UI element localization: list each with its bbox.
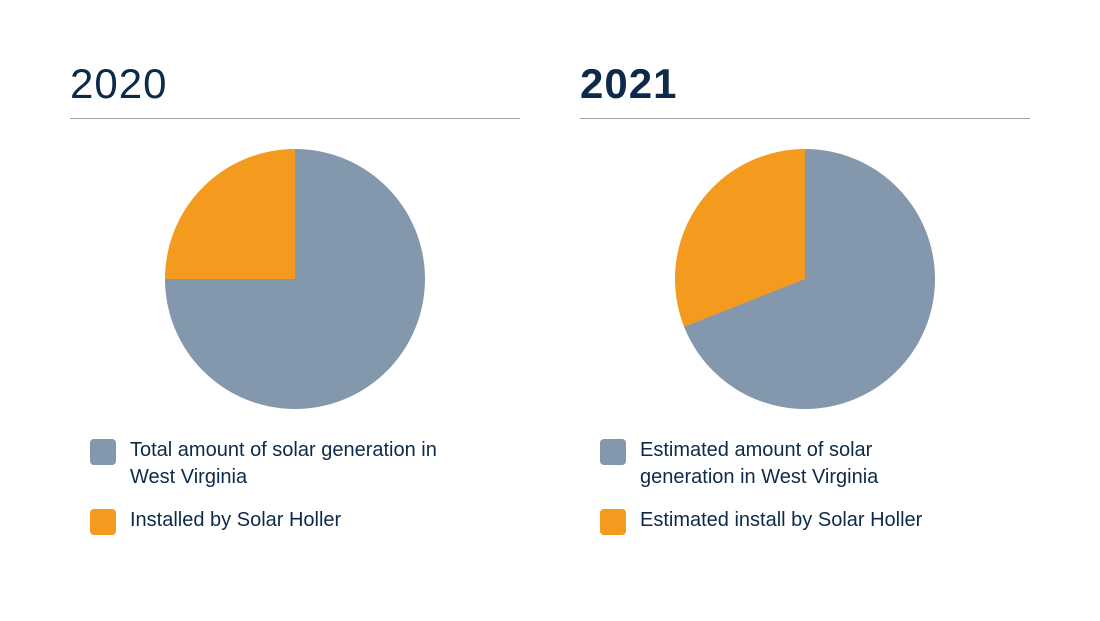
pie-chart-2021 (675, 149, 935, 409)
pie-chart-2020 (165, 149, 425, 409)
legend-label: Estimated amount of solar generation in … (640, 437, 970, 491)
legend-item-2020-holler: Installed by Solar Holler (90, 507, 520, 535)
legend-item-2021-total: Estimated amount of solar generation in … (600, 437, 1030, 491)
panel-2020: 2020 Total amount of solar generation in… (70, 60, 520, 535)
legend-label: Installed by Solar Holler (130, 507, 341, 534)
legend-item-2020-total: Total amount of solar generation in West… (90, 437, 520, 491)
panel-2021: 2021 Estimated amount of solar generatio… (580, 60, 1030, 535)
pie-wrap-2020 (70, 149, 520, 409)
divider-2021 (580, 118, 1030, 119)
swatch-icon (600, 439, 626, 465)
pie-wrap-2021 (580, 149, 1030, 409)
year-title-2021: 2021 (580, 60, 1030, 108)
swatch-icon (90, 509, 116, 535)
charts-container: 2020 Total amount of solar generation in… (0, 0, 1100, 575)
divider-2020 (70, 118, 520, 119)
year-title-2020: 2020 (70, 60, 520, 108)
legend-label: Estimated install by Solar Holler (640, 507, 922, 534)
legend-2020: Total amount of solar generation in West… (70, 437, 520, 535)
swatch-icon (90, 439, 116, 465)
legend-label: Total amount of solar generation in West… (130, 437, 460, 491)
legend-2021: Estimated amount of solar generation in … (580, 437, 1030, 535)
swatch-icon (600, 509, 626, 535)
legend-item-2021-holler: Estimated install by Solar Holler (600, 507, 1030, 535)
